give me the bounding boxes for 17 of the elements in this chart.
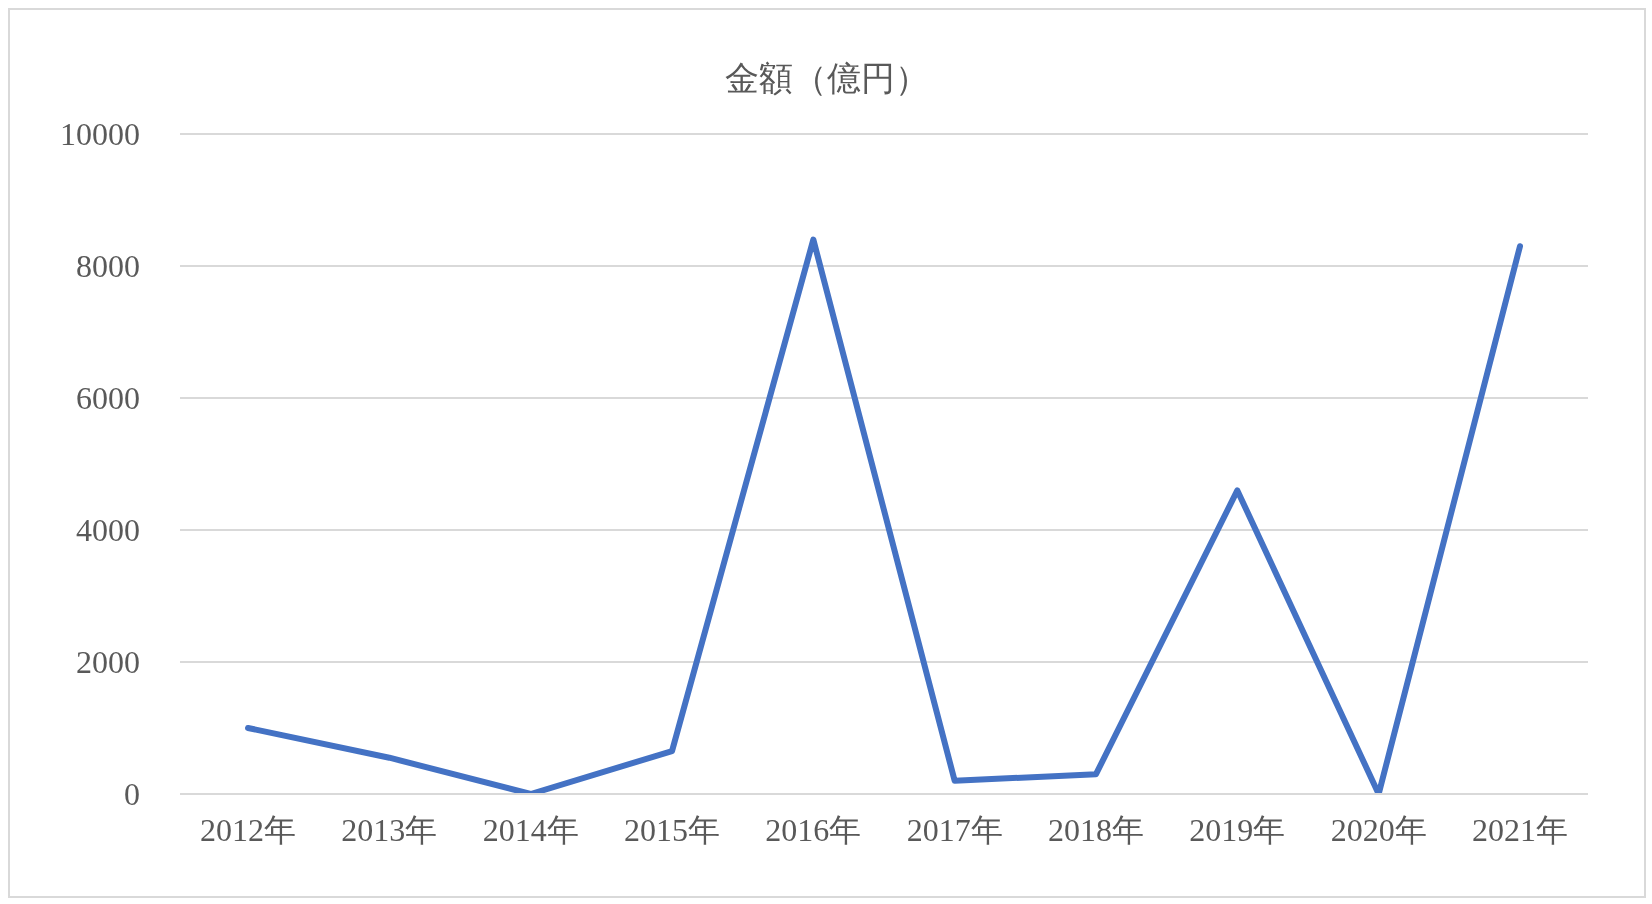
x-tick-label: 2016年	[765, 811, 862, 848]
x-tick-label: 2021年	[1472, 811, 1568, 848]
y-tick-label: 8000	[76, 248, 140, 285]
x-tick-label: 2017年	[906, 811, 1003, 848]
y-tick-label: 4000	[76, 512, 140, 549]
y-tick-label: 0	[124, 776, 140, 813]
y-tick-label: 6000	[76, 380, 140, 417]
x-tick-label: 2014年	[482, 811, 579, 848]
x-tick-label: 2018年	[1048, 811, 1144, 848]
x-tick-label: 2015年	[624, 811, 720, 848]
x-tick-label: 2020年	[1330, 811, 1427, 848]
x-tick-label: 2019年	[1189, 811, 1286, 848]
chart-title: 金額（億円）	[724, 59, 930, 99]
y-tick-label: 2000	[76, 644, 140, 681]
x-tick-label: 2012年	[200, 811, 296, 848]
y-tick-label: 10000	[60, 116, 140, 153]
x-tick-label: 2013年	[341, 811, 438, 848]
